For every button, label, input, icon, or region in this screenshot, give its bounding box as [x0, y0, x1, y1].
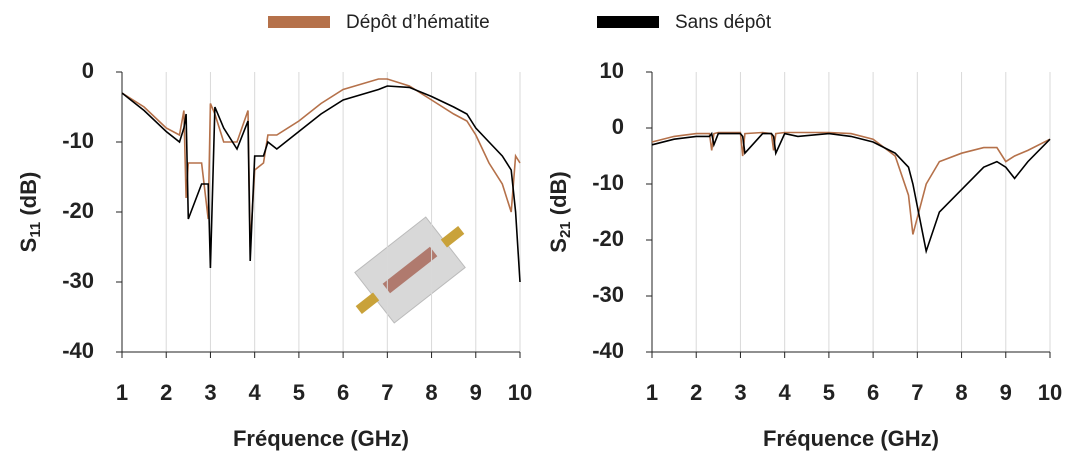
y-axis-label-part: S [16, 238, 41, 253]
x-axis-label: Fréquence (GHz) [763, 426, 939, 451]
y-tick-label: -40 [62, 338, 94, 363]
x-tick-label: 1 [646, 380, 658, 405]
x-tick-label: 6 [337, 380, 349, 405]
y-axis-label-part: S [546, 238, 571, 253]
x-tick-label: 6 [867, 380, 879, 405]
x-tick-label: 1 [116, 380, 128, 405]
legend-label: Dépôt d’hématite [346, 12, 490, 33]
series-line [121, 85, 521, 283]
y-tick-label: -20 [62, 198, 94, 223]
x-tick-label: 4 [249, 380, 262, 405]
y-tick-label: 0 [82, 58, 94, 83]
x-tick-label: 9 [470, 380, 482, 405]
x-tick-label: 7 [911, 380, 923, 405]
y-tick-label: -40 [592, 338, 624, 363]
x-tick-label: 10 [508, 380, 532, 405]
x-tick-label: 2 [690, 380, 702, 405]
y-tick-label: -10 [62, 128, 94, 153]
y-tick-label: -10 [592, 170, 624, 195]
x-tick-label: 3 [204, 380, 216, 405]
y-axis-label-part: (dB) [16, 172, 41, 222]
y-tick-label: -30 [592, 282, 624, 307]
y-axis-label: S11 (dB) [16, 172, 44, 253]
x-axis-label: Fréquence (GHz) [233, 426, 409, 451]
legend-swatch [597, 16, 659, 28]
x-tick-label: 8 [425, 380, 437, 405]
x-tick-label: 10 [1038, 380, 1062, 405]
legend-label: Sans dépôt [675, 12, 772, 33]
series-line [651, 131, 1051, 255]
x-tick-label: 4 [779, 380, 792, 405]
x-tick-label: 5 [293, 380, 305, 405]
inset-photo [354, 216, 466, 324]
x-tick-label: 2 [160, 380, 172, 405]
x-tick-label: 7 [381, 380, 393, 405]
series-line [121, 78, 521, 248]
x-tick-label: 8 [955, 380, 967, 405]
y-tick-label: -30 [62, 268, 94, 293]
series-line [651, 131, 1051, 235]
y-axis-label-part: (dB) [546, 171, 571, 221]
x-tick-label: 3 [734, 380, 746, 405]
x-tick-label: 5 [823, 380, 835, 405]
y-axis-label-part: 11 [27, 222, 44, 238]
y-tick-label: 0 [612, 114, 624, 139]
x-tick-label: 9 [1000, 380, 1012, 405]
legend-swatch [268, 16, 330, 28]
y-axis-label: S21 (dB) [546, 171, 574, 252]
y-axis-label-part: 21 [557, 221, 574, 238]
y-tick-label: -20 [592, 226, 624, 251]
y-tick-label: 10 [600, 58, 624, 83]
